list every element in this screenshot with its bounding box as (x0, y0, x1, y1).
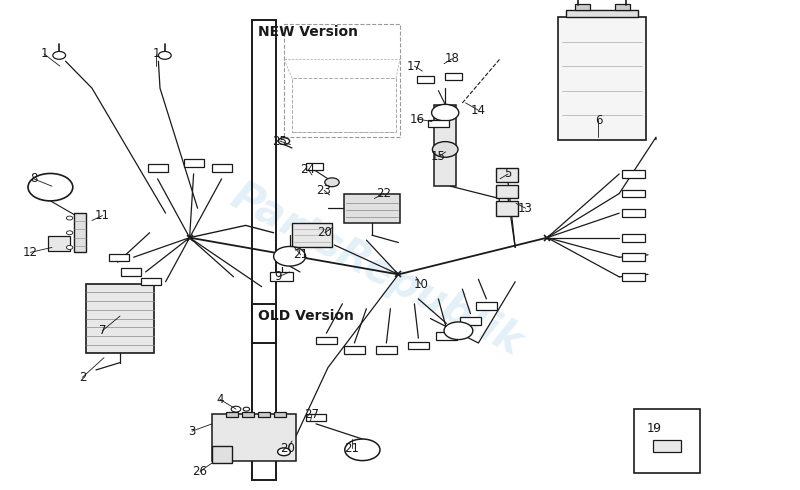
Circle shape (278, 448, 290, 456)
Text: 20: 20 (318, 226, 332, 239)
Bar (476, 302, 497, 310)
Text: NEW Version: NEW Version (258, 24, 358, 39)
Text: 5: 5 (504, 168, 512, 180)
Text: 25: 25 (273, 135, 287, 147)
Bar (270, 272, 293, 280)
Bar (575, 4, 590, 10)
Bar (212, 446, 232, 463)
Bar (408, 342, 429, 349)
Text: 19: 19 (647, 422, 662, 435)
Bar (566, 10, 638, 17)
Circle shape (66, 245, 73, 249)
Bar (306, 414, 326, 421)
Text: 10: 10 (414, 278, 428, 291)
Circle shape (66, 231, 73, 235)
Bar (622, 234, 645, 242)
Text: 1: 1 (152, 48, 160, 60)
Bar (417, 76, 434, 83)
Bar (252, 304, 276, 480)
Bar (622, 170, 645, 178)
Text: 8: 8 (30, 172, 38, 185)
Text: 2: 2 (78, 371, 86, 384)
Text: 6: 6 (594, 114, 602, 126)
Text: 17: 17 (407, 60, 422, 73)
Bar (292, 223, 332, 247)
Circle shape (432, 142, 458, 157)
Text: 21: 21 (294, 248, 308, 261)
Bar (428, 120, 449, 127)
Bar (460, 317, 481, 325)
Circle shape (28, 173, 73, 201)
Circle shape (444, 322, 473, 340)
Bar (141, 278, 161, 285)
Circle shape (345, 439, 380, 461)
Bar (226, 412, 238, 416)
Bar (74, 213, 86, 252)
Circle shape (66, 216, 73, 220)
Bar (242, 412, 254, 416)
Bar (344, 346, 365, 354)
Bar (654, 440, 682, 452)
Text: 22: 22 (377, 187, 391, 200)
Text: 4: 4 (216, 393, 224, 406)
Bar (434, 105, 456, 186)
Bar (109, 254, 129, 261)
Bar (122, 269, 141, 275)
Bar (316, 337, 337, 344)
Bar (376, 346, 397, 354)
Bar (344, 194, 400, 223)
Bar (306, 163, 323, 170)
Circle shape (53, 51, 66, 59)
Circle shape (243, 407, 250, 411)
Bar (258, 412, 270, 416)
Text: 16: 16 (410, 113, 425, 125)
Text: 14: 14 (471, 104, 486, 117)
Bar (212, 414, 296, 461)
Bar (622, 190, 645, 197)
Circle shape (431, 104, 459, 121)
Bar (292, 78, 396, 132)
Text: PartsRepublik: PartsRepublik (223, 175, 529, 364)
Text: 24: 24 (301, 163, 315, 175)
Bar (48, 236, 70, 251)
Text: 18: 18 (445, 52, 459, 65)
Text: 26: 26 (193, 465, 207, 478)
Bar (622, 273, 645, 281)
Bar (86, 284, 154, 353)
Bar (445, 74, 462, 80)
Circle shape (231, 406, 241, 412)
Bar (436, 332, 457, 340)
Bar (496, 201, 518, 216)
Circle shape (278, 138, 290, 145)
Circle shape (325, 178, 339, 187)
Bar (496, 185, 518, 198)
Text: 7: 7 (98, 324, 106, 337)
Bar (284, 24, 400, 137)
Text: 15: 15 (431, 150, 446, 163)
Bar (211, 164, 232, 171)
Text: 23: 23 (317, 184, 331, 196)
Text: 9: 9 (274, 270, 282, 283)
Bar (634, 409, 700, 473)
Text: 11: 11 (95, 209, 110, 222)
Circle shape (274, 246, 306, 266)
Circle shape (158, 51, 171, 59)
Bar (274, 412, 286, 416)
Text: 27: 27 (305, 408, 319, 420)
Text: 1: 1 (40, 48, 48, 60)
Text: 20: 20 (281, 442, 295, 455)
Text: 3: 3 (188, 425, 196, 438)
Bar (147, 164, 167, 171)
Text: OLD Version: OLD Version (258, 309, 354, 323)
Bar (252, 20, 276, 343)
Text: 21: 21 (345, 442, 359, 455)
Bar (496, 168, 518, 182)
Bar (558, 17, 646, 140)
Bar (184, 159, 204, 167)
Text: 12: 12 (23, 246, 38, 259)
Text: 13: 13 (518, 202, 533, 215)
Bar (622, 253, 645, 261)
Bar (622, 209, 645, 217)
Bar (615, 4, 630, 10)
